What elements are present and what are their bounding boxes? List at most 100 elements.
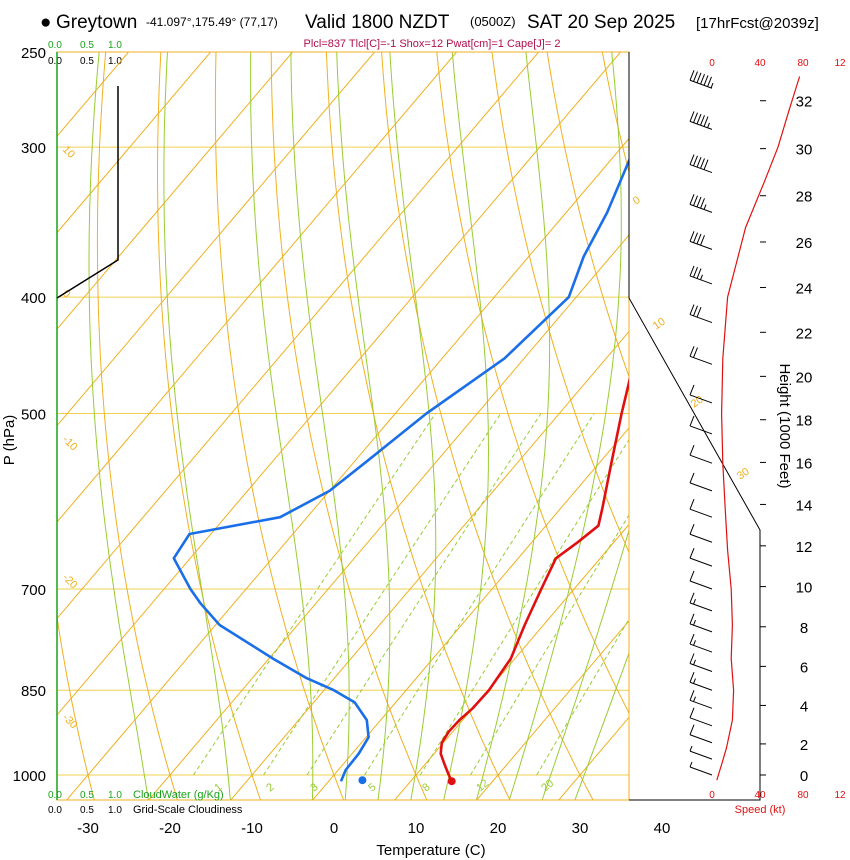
top-black-tick: 0.5	[80, 56, 94, 67]
top-green-tick: 0.0	[48, 40, 62, 51]
moist-adiabat-line	[163, 52, 231, 800]
bottom-black-tick: 0.5	[80, 805, 94, 816]
dry-adiabat-line	[96, 52, 178, 800]
speed-tick: 80	[797, 790, 809, 801]
wind-barb	[689, 592, 713, 612]
wind-barb-flag	[689, 265, 695, 277]
dry-adiabat-label: 30	[735, 466, 752, 483]
height-tick-label: 28	[796, 189, 813, 206]
wind-barb	[689, 154, 713, 174]
dry-adiabat-line	[436, 52, 629, 715]
wind-barb	[689, 633, 713, 653]
wind-barb-staff	[689, 557, 713, 567]
wind-barb-flag	[693, 305, 698, 317]
wind-barb	[689, 707, 713, 727]
dry-adiabat-line	[817, 31, 850, 801]
cloudiness-legend: Grid-Scale Cloudiness	[133, 804, 243, 816]
isotherm-line	[57, 52, 621, 716]
wind-panel-border	[628, 52, 761, 801]
wind-barb	[689, 499, 713, 518]
wind-barb-half	[700, 274, 703, 281]
wind-barb-flag	[693, 71, 698, 82]
temperature-tick-label: 0	[330, 820, 338, 837]
dry-adiabat-line	[653, 31, 850, 801]
temperature-tick-label: 30	[572, 820, 589, 837]
wind-barb-flag	[696, 156, 702, 168]
wind-barb-flag	[689, 445, 695, 456]
isotherm-line	[640, 52, 850, 800]
bottom-green-tick: 1.0	[108, 790, 122, 801]
wind-barb	[689, 384, 713, 404]
sounding-indices: Plcl=837 Tlcl[C]=-1 Shox=12 Pwat[cm]=1 C…	[304, 38, 561, 50]
isotherm-label: 10	[60, 144, 77, 161]
wind-barb	[689, 194, 713, 213]
isotherm-label: -30	[60, 712, 80, 732]
location-coords: -41.097°,175.49° (77,17)	[146, 15, 278, 29]
height-tick-label: 8	[800, 620, 808, 637]
moist-adiabat-line	[88, 52, 149, 800]
zulu-time: (0500Z)	[470, 14, 516, 29]
pressure-tick-label: 300	[21, 140, 46, 157]
wind-barb-flag	[700, 158, 705, 169]
mixing-ratio-label: 8	[420, 781, 432, 794]
wind-barb-flag	[693, 155, 698, 167]
pressure-tick-label: 850	[21, 683, 46, 700]
isotherm-line	[66, 137, 629, 800]
wind-barb-flag	[700, 198, 705, 209]
mixing-ratio-line	[470, 514, 629, 776]
surface-temp-marker	[447, 777, 456, 786]
pressure-tick-label: 1000	[13, 768, 46, 785]
isotherm-line	[476, 620, 629, 800]
wind-barb-flag	[703, 116, 709, 127]
sounding-profiles	[172, 157, 629, 786]
mixing-ratio-label: 12	[474, 777, 491, 794]
wind-barb-flag	[689, 70, 695, 81]
wind-barb-flag	[693, 347, 698, 358]
wind-barb-flag	[689, 570, 695, 582]
wind-barb-flag	[696, 196, 702, 208]
wind-barb-flag	[693, 112, 698, 123]
dry-adiabat-label: 10	[651, 316, 668, 333]
moist-adiabat-line	[574, 651, 629, 800]
wind-barb	[689, 653, 713, 672]
isotherm-label: -10	[60, 434, 80, 454]
wind-barb	[689, 570, 713, 590]
moist-adiabat-line	[290, 52, 350, 800]
isotherm-line	[230, 330, 629, 800]
wind-barb-staff	[689, 734, 713, 744]
wind-barb	[689, 231, 713, 250]
height-tick-label: 24	[796, 281, 813, 298]
moist-adiabat-line	[541, 528, 629, 800]
speed-tick: 0	[709, 58, 715, 69]
isotherm-line	[57, 52, 457, 523]
wind-barb-flag	[696, 268, 702, 279]
wind-barb-flag	[696, 306, 702, 318]
header-bullet: ●	[40, 12, 51, 33]
wind-barb-staff	[689, 425, 713, 435]
bottom-green-tick: 0.0	[48, 790, 62, 801]
dry-adiabat-line	[157, 52, 262, 800]
wind-barb-flag	[689, 592, 695, 604]
mixing-ratio-line	[536, 618, 629, 776]
wind-barb-flag	[703, 159, 709, 170]
wind-barb-half	[693, 598, 696, 605]
wind-barb-flag	[689, 653, 695, 664]
top-black-tick: 1.0	[108, 56, 122, 67]
wind-barb	[689, 472, 713, 492]
wind-barb-flag	[689, 472, 695, 484]
height-tick-label: 26	[796, 235, 813, 252]
wind-barb-staff	[689, 717, 713, 727]
height-tick-label: 0	[800, 768, 808, 785]
speed-tick: 80	[797, 58, 809, 69]
height-axis-label: Height (1000 Feet)	[776, 363, 793, 488]
wind-barb	[689, 613, 713, 633]
wind-barb-staff	[689, 454, 713, 464]
wind-barb-staff	[689, 482, 713, 492]
wind-barb-flag	[700, 115, 705, 126]
mixing-ratio-line	[263, 413, 502, 776]
top-green-tick: 1.0	[108, 40, 122, 51]
isotherm-line	[57, 52, 129, 137]
cloudiness-profile	[56, 86, 119, 299]
